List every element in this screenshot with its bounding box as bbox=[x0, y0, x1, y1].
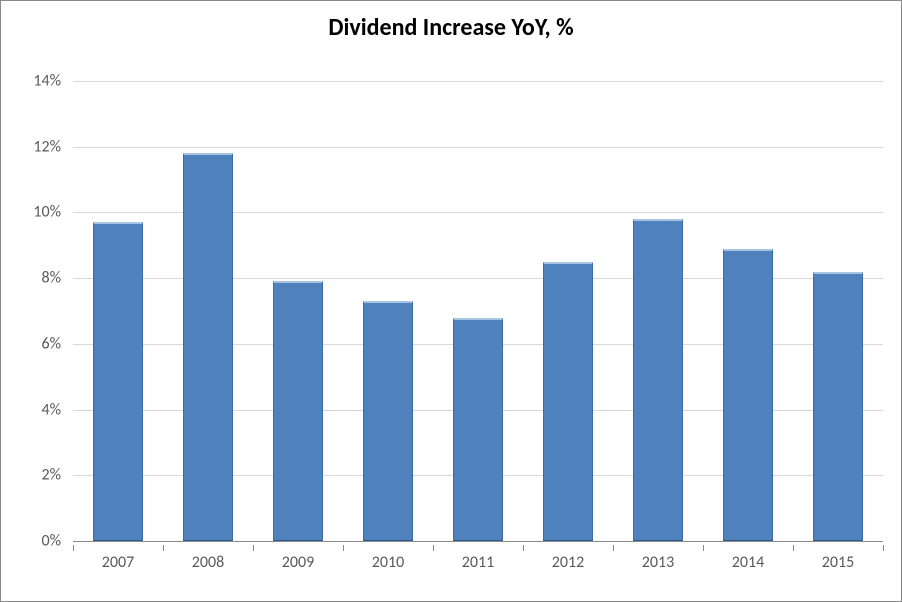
x-tick-mark bbox=[703, 545, 704, 551]
y-tick-label: 10% bbox=[33, 203, 61, 222]
bar bbox=[273, 281, 323, 541]
x-tick-mark bbox=[253, 545, 254, 551]
grid-line bbox=[73, 81, 883, 82]
x-tick-label: 2008 bbox=[163, 553, 253, 572]
x-tick-label: 2015 bbox=[793, 553, 883, 572]
x-tick-label: 2010 bbox=[343, 553, 433, 572]
x-tick-label: 2014 bbox=[703, 553, 793, 572]
y-tick-label: 14% bbox=[33, 72, 61, 91]
x-tick-mark bbox=[793, 545, 794, 551]
chart-container: Dividend Increase YoY, % 0% 2% 4% 6% 8% 10% 12… bbox=[0, 0, 902, 602]
bar bbox=[93, 222, 143, 541]
x-tick-label: 2012 bbox=[523, 553, 613, 572]
x-tick-label: 2009 bbox=[253, 553, 343, 572]
y-tick-label: 6% bbox=[41, 334, 61, 353]
plot-area bbox=[73, 81, 883, 541]
y-axis-labels: 0%2%4%6%8%10%12%14% bbox=[1, 81, 67, 541]
grid-line bbox=[73, 147, 883, 148]
bar bbox=[813, 272, 863, 541]
bar bbox=[183, 153, 233, 541]
y-tick-label: 8% bbox=[41, 269, 61, 288]
x-axis-line bbox=[73, 541, 883, 542]
x-tick-mark bbox=[883, 545, 884, 551]
bar bbox=[723, 249, 773, 541]
bar bbox=[453, 318, 503, 541]
bar bbox=[543, 262, 593, 541]
x-tick-mark bbox=[523, 545, 524, 551]
x-tick-label: 2013 bbox=[613, 553, 703, 572]
x-axis-labels: 200720082009201020112012201320142015 bbox=[73, 545, 883, 585]
x-tick-label: 2011 bbox=[433, 553, 523, 572]
x-tick-mark bbox=[433, 545, 434, 551]
y-tick-label: 4% bbox=[41, 400, 61, 419]
x-tick-mark bbox=[613, 545, 614, 551]
chart-title: Dividend Increase YoY, % bbox=[1, 13, 901, 42]
x-tick-label: 2007 bbox=[73, 553, 163, 572]
bar bbox=[363, 301, 413, 541]
x-tick-mark bbox=[73, 545, 74, 551]
y-tick-label: 2% bbox=[41, 466, 61, 485]
x-tick-mark bbox=[163, 545, 164, 551]
x-tick-mark bbox=[343, 545, 344, 551]
y-tick-label: 12% bbox=[33, 137, 61, 156]
y-tick-label: 0% bbox=[41, 532, 61, 551]
bar bbox=[633, 219, 683, 541]
